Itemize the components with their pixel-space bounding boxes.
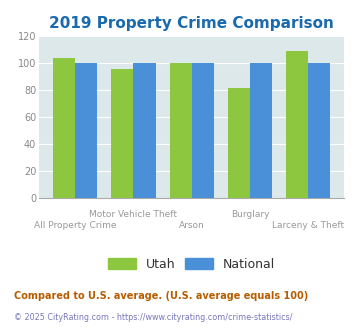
Legend: Utah, National: Utah, National [103,253,280,276]
Text: Burglary: Burglary [231,210,269,219]
Text: Arson: Arson [179,221,204,230]
Text: Motor Vehicle Theft: Motor Vehicle Theft [89,210,178,219]
Bar [133,63,155,198]
Text: All Property Crime: All Property Crime [34,221,116,230]
Bar [111,69,133,198]
Bar [250,63,272,198]
Bar [308,63,331,198]
Text: © 2025 CityRating.com - https://www.cityrating.com/crime-statistics/: © 2025 CityRating.com - https://www.city… [14,313,293,322]
Bar [53,58,75,198]
Text: Larceny & Theft: Larceny & Theft [272,221,344,230]
Title: 2019 Property Crime Comparison: 2019 Property Crime Comparison [49,16,334,31]
Bar [286,51,308,198]
Text: Compared to U.S. average. (U.S. average equals 100): Compared to U.S. average. (U.S. average … [14,291,308,301]
Bar [192,63,214,198]
Bar [75,63,97,198]
Bar [228,87,250,198]
Bar [170,63,192,198]
